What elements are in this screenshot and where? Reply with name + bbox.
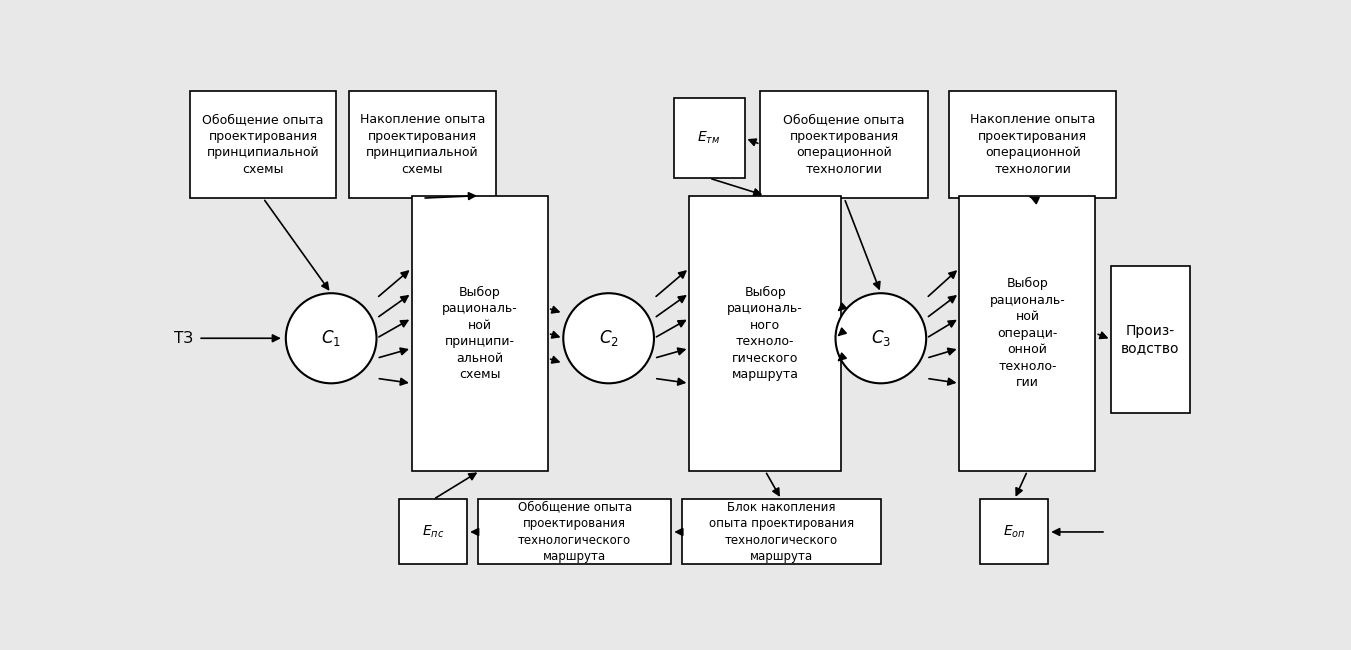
FancyBboxPatch shape	[1112, 266, 1190, 413]
Text: $E_{оп}$: $E_{оп}$	[1002, 524, 1025, 540]
Text: $E_{пс}$: $E_{пс}$	[422, 524, 444, 540]
FancyBboxPatch shape	[948, 90, 1116, 198]
Ellipse shape	[563, 293, 654, 384]
Text: Выбор
рациональ-
ной
операци-
онной
техноло-
гии: Выбор рациональ- ной операци- онной техн…	[989, 277, 1066, 389]
Text: Выбор
рациональ-
ной
принципи-
альной
схемы: Выбор рациональ- ной принципи- альной сх…	[442, 285, 517, 381]
Text: Обобщение опыта
проектирования
принципиальной
схемы: Обобщение опыта проектирования принципиа…	[203, 113, 324, 176]
Ellipse shape	[286, 293, 377, 384]
Text: $C_3$: $C_3$	[871, 328, 890, 348]
Text: Произ-
водство: Произ- водство	[1121, 324, 1179, 356]
Text: ТЗ: ТЗ	[174, 331, 193, 346]
FancyBboxPatch shape	[981, 499, 1048, 564]
Text: Блок накопления
опыта проектирования
технологического
маршрута: Блок накопления опыта проектирования тех…	[709, 500, 854, 563]
Text: $C_2$: $C_2$	[598, 328, 619, 348]
FancyBboxPatch shape	[400, 499, 467, 564]
Text: Обобщение опыта
проектирования
технологического
маршрута: Обобщение опыта проектирования технологи…	[517, 500, 632, 563]
FancyBboxPatch shape	[674, 98, 744, 178]
FancyBboxPatch shape	[189, 90, 336, 198]
FancyBboxPatch shape	[689, 196, 842, 471]
Text: Накопление опыта
проектирования
операционной
технологии: Накопление опыта проектирования операцио…	[970, 113, 1096, 176]
FancyBboxPatch shape	[478, 499, 671, 564]
Ellipse shape	[835, 293, 927, 384]
Text: $E_{тм}$: $E_{тм}$	[697, 130, 721, 146]
FancyBboxPatch shape	[349, 90, 496, 198]
FancyBboxPatch shape	[761, 90, 928, 198]
Text: Выбор
рациональ-
ного
техноло-
гического
маршрута: Выбор рациональ- ного техноло- гического…	[727, 285, 802, 381]
Text: Обобщение опыта
проектирования
операционной
технологии: Обобщение опыта проектирования операцион…	[784, 113, 905, 176]
FancyBboxPatch shape	[959, 196, 1096, 471]
Text: $C_1$: $C_1$	[322, 328, 342, 348]
Text: Накопление опыта
проектирования
принципиальной
схемы: Накопление опыта проектирования принципи…	[359, 113, 485, 176]
FancyBboxPatch shape	[682, 499, 881, 564]
FancyBboxPatch shape	[412, 196, 549, 471]
